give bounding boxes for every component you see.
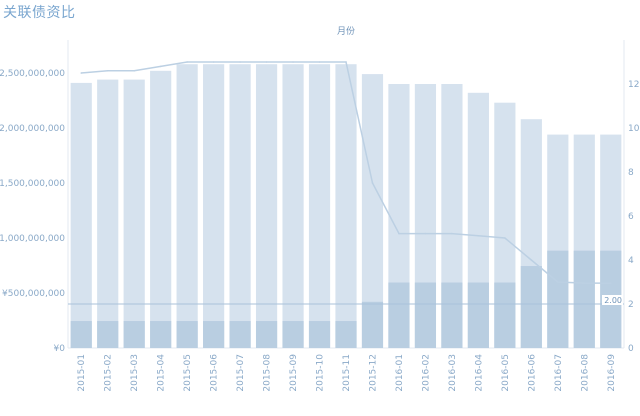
x-tick-label: 2016-06 bbox=[527, 354, 537, 392]
bar-part bbox=[282, 321, 304, 348]
bar-total bbox=[97, 79, 119, 348]
x-tick-label: 2015-05 bbox=[183, 354, 193, 392]
bar-part bbox=[441, 282, 463, 348]
x-tick-label: 2015-03 bbox=[130, 354, 140, 392]
ratio-point bbox=[424, 232, 427, 235]
bar-total bbox=[388, 84, 410, 348]
y-left-tick-label: ¥500,000,000 bbox=[2, 289, 65, 299]
bar-part bbox=[97, 321, 119, 348]
x-tick-label: 2016-09 bbox=[607, 354, 617, 392]
bar-part bbox=[335, 321, 357, 348]
y-right-tick-label: 2 bbox=[628, 300, 634, 310]
x-tick-label: 2016-03 bbox=[448, 354, 458, 392]
y-left-tick-label: ¥0 bbox=[54, 344, 66, 354]
bar-total bbox=[203, 64, 225, 348]
x-tick-label: 2015-09 bbox=[289, 354, 299, 392]
x-tick-label: 2016-05 bbox=[501, 354, 511, 392]
x-axis-title: 月份 bbox=[337, 25, 355, 37]
bar-total bbox=[123, 79, 145, 348]
y-right-tick-label: 12 bbox=[628, 80, 639, 90]
bar-total bbox=[361, 74, 384, 348]
y-right-tick-label: 4 bbox=[628, 256, 634, 266]
x-tick-label: 2015-12 bbox=[368, 354, 378, 392]
bar-part bbox=[361, 301, 384, 348]
x-tick-label: 2015-07 bbox=[236, 354, 246, 392]
bar-total bbox=[176, 64, 198, 348]
ratio-point bbox=[583, 282, 586, 284]
x-tick-label: 2016-02 bbox=[421, 354, 431, 392]
bar-part bbox=[547, 250, 569, 348]
bar-total bbox=[282, 64, 304, 348]
bar-total bbox=[229, 64, 251, 348]
ratio-point bbox=[106, 70, 109, 72]
x-tick-label: 2015-02 bbox=[104, 354, 114, 392]
ratio-point bbox=[557, 281, 559, 283]
y-right-tick-label: 0 bbox=[628, 344, 634, 354]
ratio-point bbox=[609, 282, 612, 284]
ratio-point bbox=[530, 259, 533, 261]
bar-part bbox=[308, 321, 331, 348]
bar-part bbox=[70, 321, 92, 348]
ratio-point bbox=[318, 61, 321, 63]
bar-total bbox=[414, 84, 437, 348]
ratio-point bbox=[345, 61, 347, 63]
y-left-tick-label: ¥2,000,000,000 bbox=[0, 124, 65, 134]
bar-part bbox=[229, 321, 251, 348]
x-tick-label: 2015-04 bbox=[157, 354, 167, 392]
ratio-point bbox=[451, 232, 453, 235]
ratio-point bbox=[477, 235, 480, 237]
bar-total bbox=[70, 82, 92, 349]
bar-part bbox=[573, 250, 595, 348]
y-right-tick-label: 10 bbox=[628, 124, 640, 134]
bar-part bbox=[520, 266, 542, 348]
bar-part bbox=[467, 282, 489, 348]
x-tick-label: 2016-01 bbox=[395, 354, 405, 392]
ratio-point bbox=[212, 61, 215, 63]
x-tick-label: 2015-11 bbox=[342, 354, 352, 392]
bar-part bbox=[255, 321, 278, 348]
bar-part bbox=[176, 321, 198, 348]
y-left-tick-label: ¥1,000,000,000 bbox=[0, 234, 65, 244]
bar-part bbox=[123, 321, 145, 348]
x-tick-label: 2015-06 bbox=[210, 354, 220, 392]
ratio-point bbox=[80, 72, 83, 74]
bar-total bbox=[441, 84, 463, 348]
y-left-tick-label: ¥2,500,000,000 bbox=[0, 69, 65, 79]
bar-part bbox=[388, 282, 410, 348]
x-tick-label: 2016-04 bbox=[474, 354, 484, 392]
bar-total bbox=[150, 70, 172, 349]
ratio-point bbox=[133, 70, 135, 72]
y-right-tick-label: 8 bbox=[628, 168, 634, 178]
x-tick-label: 2016-07 bbox=[554, 354, 564, 392]
y-left-tick-label: ¥1,500,000,000 bbox=[0, 179, 65, 189]
reference-line-label: 2.00 bbox=[604, 296, 622, 305]
x-tick-label: 2015-08 bbox=[263, 354, 273, 392]
bar-part bbox=[150, 321, 172, 348]
bar-part bbox=[414, 282, 437, 348]
ratio-point bbox=[265, 61, 268, 63]
ratio-point bbox=[504, 237, 506, 239]
x-tick-label: 2015-01 bbox=[77, 354, 87, 392]
ratio-point bbox=[398, 232, 400, 235]
x-tick-label: 2015-10 bbox=[316, 354, 326, 392]
ratio-point bbox=[371, 182, 374, 184]
bar-part bbox=[494, 282, 516, 348]
y-right-tick-label: 6 bbox=[628, 212, 634, 222]
reference-label-bg bbox=[602, 295, 623, 305]
bar-total bbox=[335, 64, 357, 348]
bar-total bbox=[255, 64, 278, 348]
bar-part bbox=[203, 321, 225, 348]
ratio-point bbox=[159, 65, 162, 68]
ratio-point bbox=[239, 61, 241, 63]
bar-total bbox=[308, 64, 331, 348]
ratio-point bbox=[186, 61, 188, 63]
ratio-point bbox=[292, 61, 294, 63]
x-tick-label: 2016-08 bbox=[580, 354, 590, 392]
chart-title: 关联债资比 bbox=[3, 5, 76, 21]
